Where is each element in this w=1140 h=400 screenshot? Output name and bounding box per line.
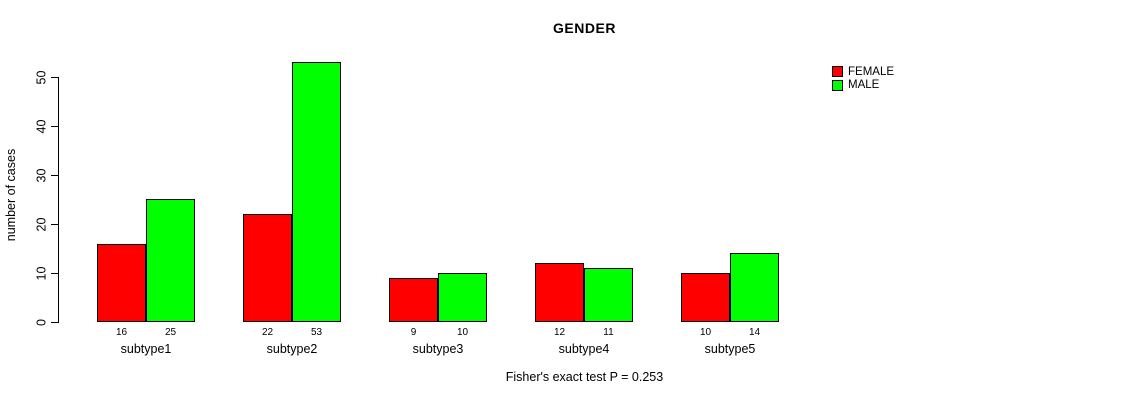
y-tick-mark <box>51 224 58 225</box>
y-tick-mark <box>51 126 58 127</box>
legend-item-male: MALE <box>832 79 894 93</box>
y-tick-mark <box>51 175 58 176</box>
legend-label-male: MALE <box>848 79 880 92</box>
y-axis-line <box>58 77 59 323</box>
y-tick-label: 20 <box>34 217 49 232</box>
y-tick-label: 0 <box>34 319 49 326</box>
bar-male-subtype5 <box>730 253 779 322</box>
legend-swatch-male <box>832 79 843 91</box>
bar-male-subtype1 <box>146 199 195 322</box>
legend-swatch-female <box>832 66 843 78</box>
caption-text: Fisher's exact test P = 0.253 <box>505 370 664 384</box>
category-label-subtype2: subtype2 <box>266 342 318 356</box>
bar-female-subtype3 <box>389 278 438 322</box>
bar-female-subtype5 <box>681 273 730 322</box>
bar-value-label: 10 <box>456 327 469 338</box>
legend: FEMALE MALE <box>832 65 894 92</box>
category-label-subtype5: subtype5 <box>704 342 756 356</box>
chart-title: GENDER <box>553 20 616 36</box>
y-tick-label: 30 <box>34 168 49 183</box>
bar-value-label: 10 <box>699 327 712 338</box>
category-label-subtype3: subtype3 <box>412 342 464 356</box>
bar-value-label: 12 <box>553 327 566 338</box>
y-axis-label: number of cases <box>4 148 18 242</box>
legend-label-female: FEMALE <box>848 65 895 78</box>
y-tick-mark <box>51 273 58 274</box>
y-tick-mark <box>51 322 58 323</box>
bar-value-label: 22 <box>261 327 274 338</box>
legend-item-female: FEMALE <box>832 65 894 79</box>
bar-value-label: 25 <box>164 327 177 338</box>
bar-male-subtype2 <box>292 62 341 322</box>
y-tick-label: 10 <box>34 266 49 281</box>
category-label-subtype1: subtype1 <box>120 342 172 356</box>
bar-value-label: 14 <box>748 327 761 338</box>
bar-value-label: 11 <box>603 327 614 338</box>
y-tick-label: 50 <box>34 70 49 85</box>
bar-female-subtype1 <box>97 244 146 322</box>
bar-value-label: 16 <box>115 327 128 338</box>
bar-value-label: 9 <box>410 327 417 338</box>
bar-male-subtype4 <box>584 268 633 322</box>
bar-male-subtype3 <box>438 273 487 322</box>
y-tick-label: 40 <box>34 119 49 134</box>
bar-value-label: 53 <box>310 327 323 338</box>
bar-female-subtype4 <box>535 263 584 322</box>
category-label-subtype4: subtype4 <box>558 342 610 356</box>
bar-female-subtype2 <box>243 214 292 322</box>
y-tick-mark <box>51 77 58 78</box>
